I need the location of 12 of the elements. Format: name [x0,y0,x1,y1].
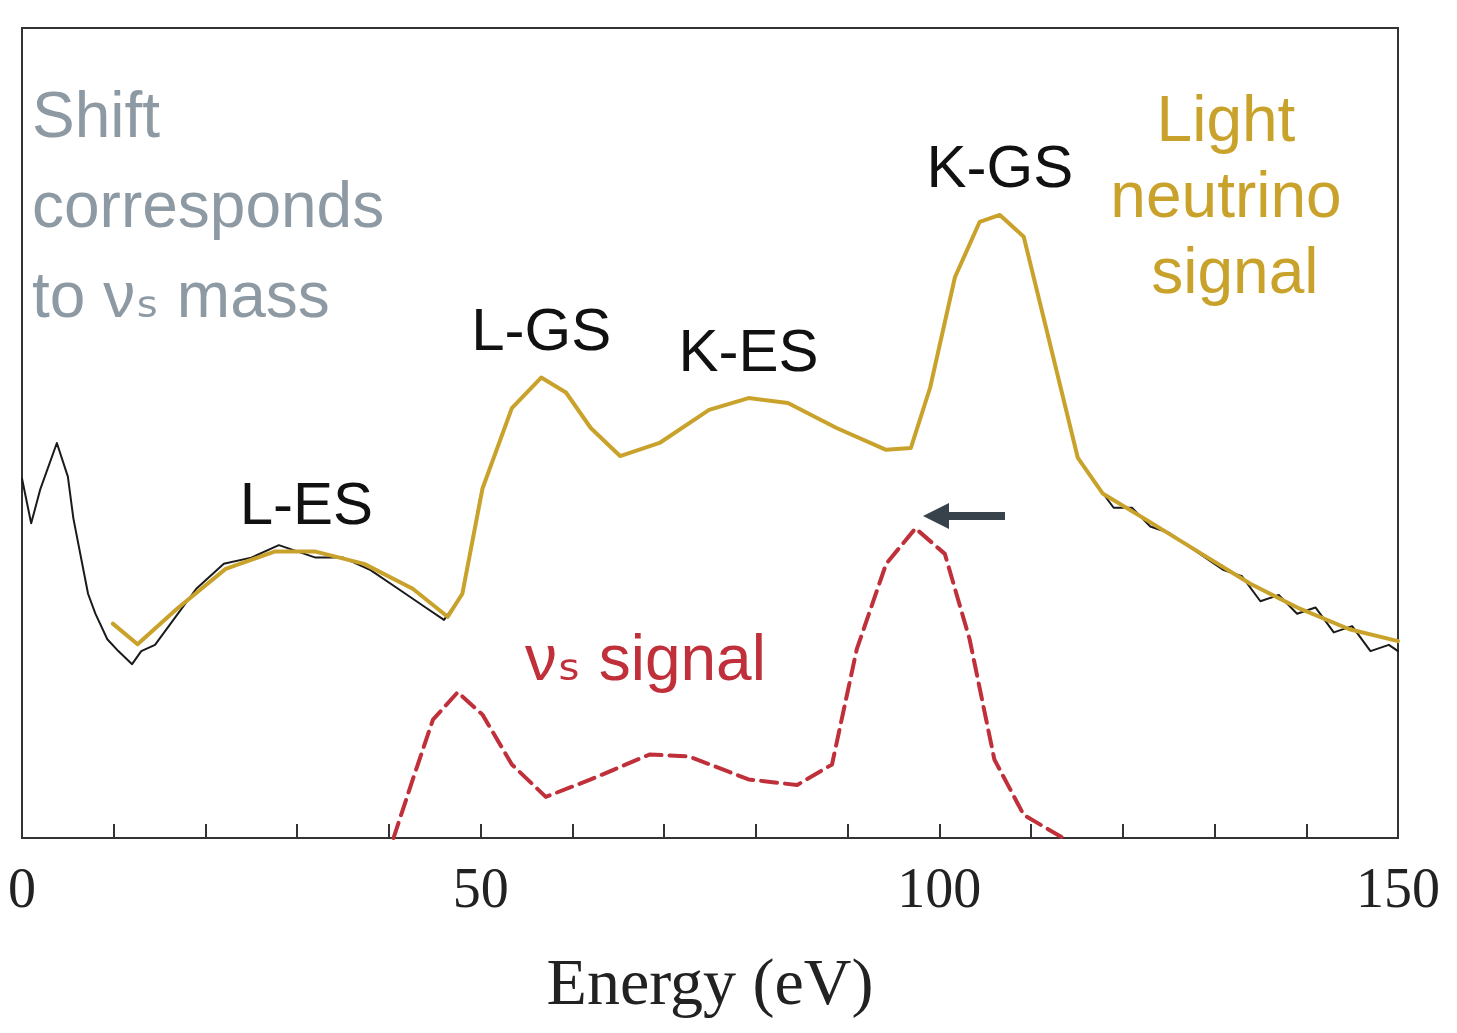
annotation: L-GS [471,296,612,364]
series-label: Light neutrino signal [1110,82,1360,307]
series-label: νₛ signal [525,622,766,695]
annotation: K-ES [678,316,819,384]
x-tick-label: 50 [452,857,509,919]
x-tick-label: 100 [897,857,982,919]
annotation: Shift corresponds to νₛ mass [32,79,402,331]
annotation: K-GS [926,133,1074,201]
annotation: L-ES [239,469,374,537]
x-tick-label: 150 [1356,857,1440,919]
x-tick-label: 0 [8,857,36,919]
x-axis-title: Energy (eV) [546,944,874,1019]
